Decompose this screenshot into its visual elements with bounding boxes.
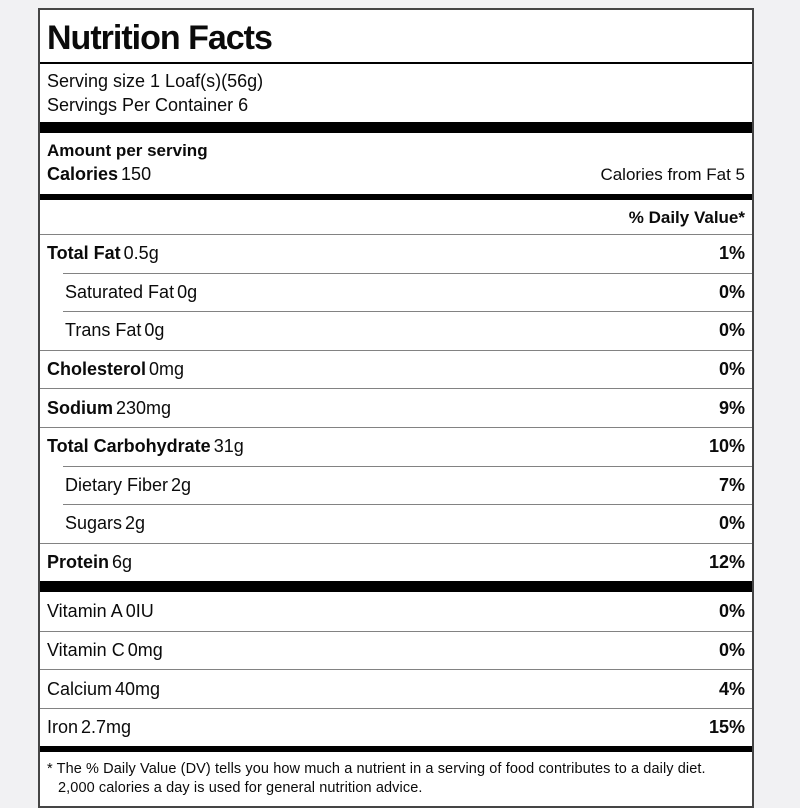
calories-value: 150	[121, 164, 152, 184]
nutrient-name-group: Cholesterol 0mg	[47, 359, 184, 380]
section-bar-thick	[40, 122, 752, 133]
nutrient-name-group: Sodium 230mg	[47, 398, 171, 419]
title-divider	[40, 62, 752, 64]
micronutrient-row: Calcium 40mg 4%	[40, 669, 752, 708]
nutrient-row: Dietary Fiber 2g 7%	[63, 465, 752, 505]
nutrient-daily-value: 10%	[708, 436, 745, 457]
nutrient-amount: 2g	[125, 513, 146, 534]
nutrient-row: Total Fat 0.5g 1%	[40, 234, 752, 273]
nutrient-name-group: Total Carbohydrate 31g	[47, 436, 244, 457]
micronutrient-daily-value: 15%	[708, 717, 745, 738]
calories-from-fat-text: Calories from Fat 5	[600, 165, 745, 184]
nutrient-amount: 31g	[213, 436, 244, 457]
nutrient-name: Sodium	[47, 397, 113, 418]
amount-per-serving-text: Amount per serving	[47, 141, 208, 160]
nutrient-amount: 0.5g	[123, 243, 159, 264]
label-title: Nutrition Facts	[47, 19, 273, 57]
nutrient-name: Total Fat	[47, 243, 121, 264]
section-bar-thick	[40, 581, 752, 593]
nutrient-daily-value: 0%	[718, 359, 745, 380]
nutrient-name: Protein	[47, 552, 110, 573]
micronutrient-name: Calcium	[47, 678, 113, 699]
nutrient-row: Sugars 2g 0%	[63, 504, 752, 543]
micronutrient-name: Vitamin A	[47, 601, 123, 622]
daily-value-footnote: * The % Daily Value (DV) tells you how m…	[47, 761, 706, 797]
nutrition-facts-label: Nutrition Facts Serving size 1 Loaf(s)(5…	[38, 8, 754, 808]
micronutrient-row: Vitamin A 0IU 0%	[40, 592, 752, 631]
nutrient-name: Saturated Fat	[65, 281, 175, 302]
micronutrient-name-group: Calcium 40mg	[47, 679, 160, 700]
servings-per-container-text: Servings Per Container 6	[47, 95, 249, 115]
nutrient-daily-value: 0%	[718, 281, 745, 302]
micronutrient-amount: 0mg	[127, 640, 163, 661]
nutrient-amount: 0mg	[149, 359, 185, 380]
nutrient-amount: 6g	[112, 552, 133, 573]
nutrient-row: Cholesterol 0mg 0%	[40, 349, 752, 389]
nutrient-row: Sodium 230mg 9%	[40, 388, 752, 427]
serving-size-text: Serving size 1 Loaf(s)(56g)	[47, 71, 264, 91]
nutrient-name-group: Sugars 2g	[65, 513, 145, 534]
nutrient-name: Sugars	[65, 513, 123, 534]
nutrient-row: Saturated Fat 0g 0%	[63, 272, 752, 312]
nutrient-row: Total Carbohydrate 31g 10%	[40, 426, 752, 466]
section-bar-medium	[40, 746, 752, 753]
nutrient-name: Dietary Fiber	[65, 474, 169, 495]
nutrient-daily-value: 9%	[718, 397, 745, 418]
micronutrient-row: Iron 2.7mg 15%	[40, 707, 752, 747]
nutrient-amount: 2g	[171, 474, 192, 495]
micronutrient-rows: Vitamin A 0IU 0% Vitamin C 0mg 0% Calciu…	[40, 592, 752, 746]
micronutrient-row: Vitamin C 0mg 0%	[40, 630, 752, 670]
nutrient-amount: 0g	[177, 281, 198, 302]
micronutrient-amount: 2.7mg	[81, 717, 132, 738]
nutrient-rows: Total Fat 0.5g 1% Saturated Fat 0g 0% Tr…	[40, 234, 752, 581]
nutrient-daily-value: 12%	[708, 552, 745, 573]
nutrient-name: Trans Fat	[65, 320, 142, 341]
micronutrient-daily-value: 0%	[718, 640, 745, 661]
nutrient-name: Total Carbohydrate	[47, 436, 211, 457]
section-bar-medium	[40, 194, 752, 200]
calories-row: Calories 150 Calories from Fat 5	[40, 162, 752, 186]
nutrient-daily-value: 0%	[718, 320, 745, 341]
nutrient-name-group: Total Fat 0.5g	[47, 243, 159, 264]
micronutrient-amount: 40mg	[115, 678, 161, 699]
micronutrient-name-group: Vitamin C 0mg	[47, 640, 163, 661]
nutrient-amount: 0g	[144, 320, 165, 341]
nutrient-daily-value: 1%	[718, 243, 745, 264]
nutrient-amount: 230mg	[116, 397, 172, 418]
nutrient-name-group: Protein 6g	[47, 552, 132, 573]
daily-value-header: % Daily Value*	[628, 208, 745, 227]
micronutrient-daily-value: 4%	[718, 678, 745, 699]
nutrient-name: Cholesterol	[47, 359, 147, 380]
nutrient-daily-value: 0%	[718, 513, 745, 534]
calories-left-group: Calories 150	[47, 163, 151, 186]
nutrient-name-group: Trans Fat 0g	[65, 320, 164, 341]
nutrient-row: Trans Fat 0g 0%	[63, 311, 752, 350]
micronutrient-name: Vitamin C	[47, 640, 125, 661]
micronutrient-name-group: Iron 2.7mg	[47, 717, 131, 738]
micronutrient-daily-value: 0%	[718, 601, 745, 622]
nutrient-name-group: Saturated Fat 0g	[65, 282, 197, 303]
micronutrient-name-group: Vitamin A 0IU	[47, 601, 154, 622]
micronutrient-name: Iron	[47, 717, 79, 738]
nutrient-daily-value: 7%	[718, 474, 745, 495]
calories-label: Calories	[47, 164, 119, 184]
nutrient-name-group: Dietary Fiber 2g	[65, 475, 191, 496]
nutrient-row: Protein 6g 12%	[40, 542, 752, 582]
micronutrient-amount: 0IU	[125, 601, 154, 622]
